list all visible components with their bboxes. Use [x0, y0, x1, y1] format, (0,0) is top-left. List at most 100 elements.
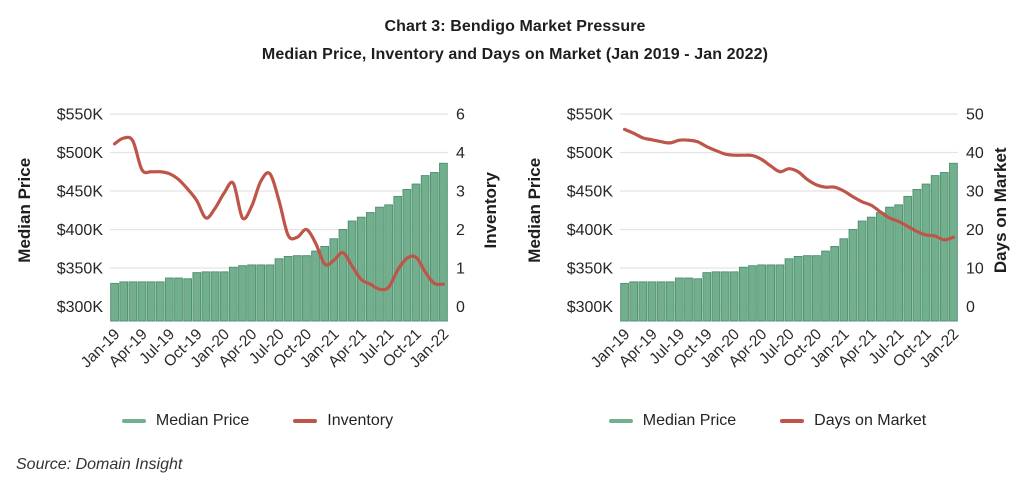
bar — [912, 189, 922, 322]
legend-item-median-price: Median Price — [121, 412, 250, 430]
left-axis-title: Median Price — [15, 158, 34, 263]
bar — [174, 277, 183, 322]
bar — [839, 238, 849, 322]
bar — [238, 265, 247, 322]
figure-subtitle: Median Price, Inventory and Days on Mark… — [261, 46, 769, 63]
bar — [665, 281, 675, 322]
bar — [711, 271, 721, 322]
bar — [137, 281, 147, 322]
median-price-inventory-chart: $550K $500K $450K $400K $350K $300K 6 4 3 2 1 0 Medi… — [0, 85, 515, 400]
bar — [894, 204, 903, 322]
bar — [292, 255, 302, 322]
legend-label-median-price: Median Price — [155, 412, 250, 429]
bar — [265, 264, 275, 322]
right-axis-tick: 0 — [966, 299, 975, 316]
bar — [429, 172, 439, 322]
median-price-bars — [620, 162, 958, 322]
legend-label-inventory: Inventory — [327, 412, 394, 429]
bar — [165, 277, 174, 322]
source-note: Source: Domain Insight — [16, 456, 183, 473]
legend-item-median-price-2: Median Price — [608, 412, 737, 430]
bar — [757, 264, 766, 322]
charts-area: $550K $500K $450K $400K $350K $300K 6 4 3 2 1 0 Medi… — [0, 85, 1030, 400]
bar — [885, 206, 894, 322]
bar — [256, 264, 266, 322]
line-path — [112, 135, 446, 292]
bar — [729, 271, 739, 322]
right-axis-tick: 6 — [456, 107, 465, 124]
bar — [720, 271, 730, 322]
bar — [921, 183, 931, 322]
median-price-swatch — [121, 419, 146, 423]
left-axis-tick: $350K — [57, 261, 104, 278]
bar — [366, 212, 375, 322]
bar — [329, 238, 339, 322]
bar — [247, 264, 256, 322]
left-axis-tick: $300K — [57, 299, 104, 316]
median-price-bars — [110, 162, 448, 322]
bar — [192, 272, 202, 322]
bar — [201, 271, 211, 322]
bar — [748, 265, 757, 322]
bar — [128, 281, 138, 322]
inventory-swatch — [293, 419, 318, 423]
legend-label-median-price-2: Median Price — [642, 412, 737, 429]
right-axis-tick: 3 — [456, 184, 465, 201]
median-price-inventory-plot: $550K $500K $450K $400K $350K $300K 6 4 3 2 1 0 Medi… — [15, 107, 500, 372]
bar — [903, 195, 913, 322]
left-axis-tick: $550K — [567, 107, 614, 124]
bar — [775, 264, 785, 322]
left-axis-tick: $500K — [567, 145, 614, 162]
bar — [693, 278, 702, 322]
right-axis-tick: 10 — [966, 261, 984, 278]
bar — [784, 258, 794, 322]
bar — [420, 175, 430, 322]
bar — [228, 266, 238, 322]
bar — [949, 162, 958, 322]
days-on-market-swatch — [780, 419, 805, 423]
bar — [110, 282, 119, 322]
bar — [274, 258, 284, 322]
bar — [439, 162, 448, 322]
bar — [793, 255, 803, 322]
right-axis-tick: 2 — [456, 222, 465, 239]
bar — [620, 282, 629, 322]
bar — [638, 281, 648, 322]
right-axis-tick: 50 — [966, 107, 984, 124]
bar — [821, 250, 830, 322]
left-axis-tick: $350K — [567, 261, 614, 278]
line-path — [622, 127, 956, 242]
bar — [283, 255, 293, 322]
bar — [210, 271, 220, 322]
bar — [675, 277, 684, 322]
right-axis-tick: 1 — [456, 261, 465, 278]
bar — [119, 281, 129, 322]
left-axis-tick: $450K — [57, 184, 104, 201]
right-axis-tick: 0 — [456, 299, 465, 316]
bar — [320, 245, 330, 322]
bar — [311, 250, 320, 322]
right-chart-legend: Median Price Days on Market — [510, 412, 1025, 430]
right-axis-title: Days on Market — [991, 147, 1010, 273]
bar — [219, 271, 229, 322]
bar — [629, 281, 639, 322]
left-axis-tick: $400K — [57, 222, 104, 239]
bar — [338, 229, 348, 322]
median-price-days-on-market-chart: $550K $500K $450K $400K $350K $300K 50 40 30 20 10… — [510, 85, 1025, 400]
bar — [384, 204, 393, 322]
bar — [183, 278, 192, 322]
bar — [155, 281, 165, 322]
median-price-swatch-2 — [608, 419, 633, 423]
bar — [848, 229, 858, 322]
bar — [393, 195, 403, 322]
left-chart-legend: Median Price Inventory — [0, 412, 515, 430]
bar — [802, 255, 812, 322]
bar — [146, 281, 156, 322]
bar — [411, 183, 421, 322]
right-axis-tick: 20 — [966, 222, 984, 239]
bar — [702, 272, 712, 322]
left-axis-title: Median Price — [525, 158, 544, 263]
bar — [876, 212, 885, 322]
legend-label-days-on-market: Days on Market — [814, 412, 927, 429]
left-axis-tick: $500K — [57, 145, 104, 162]
